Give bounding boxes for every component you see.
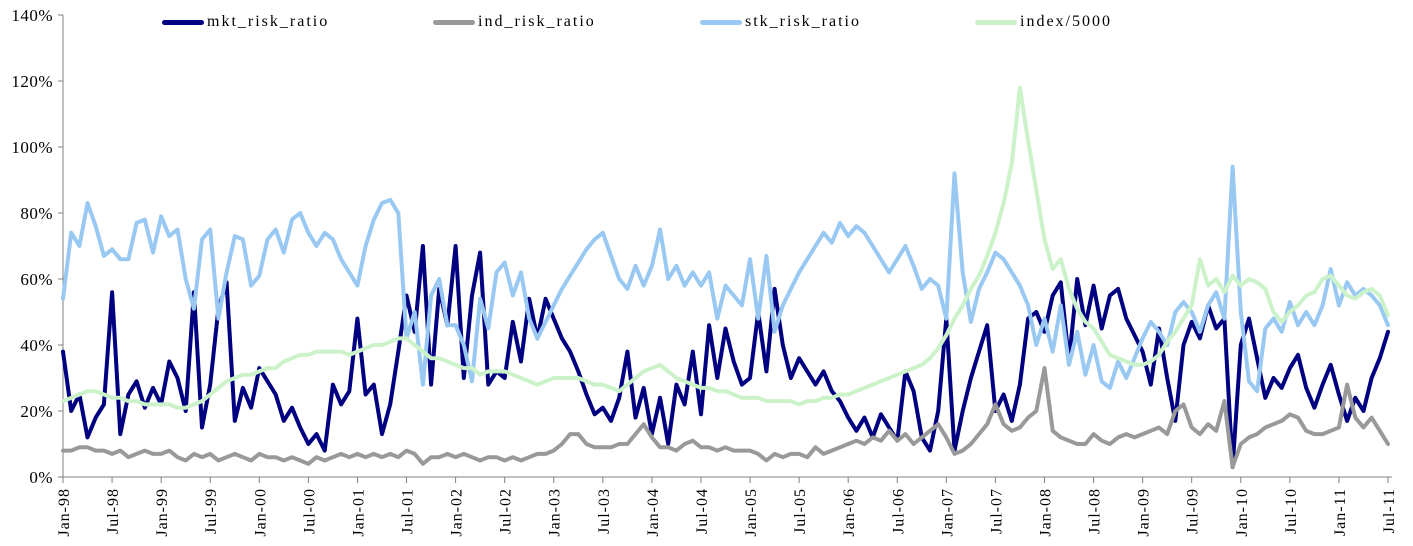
legend-swatch-mkt-risk-ratio (162, 19, 204, 25)
x-tick-label: Jul-10 (1283, 488, 1300, 534)
x-tick-label: Jul-00 (301, 488, 318, 534)
x-tick-label: Jul-04 (694, 488, 711, 534)
legend-label: mkt_risk_ratio (207, 13, 330, 30)
legend-swatch-index-5000 (975, 19, 1017, 25)
x-tick-label: Jul-09 (1185, 488, 1202, 534)
x-tick-label: Jul-01 (400, 488, 417, 534)
legend-swatch-ind-risk-ratio (433, 19, 475, 25)
x-tick-label: Jul-07 (988, 488, 1005, 534)
x-tick-label: Jan-06 (841, 488, 858, 537)
legend-swatch-stk-risk-ratio (700, 19, 742, 25)
x-tick-label: Jan-03 (547, 488, 564, 537)
chart-legend: mkt_risk_ratio ind_risk_ratio stk_risk_r… (0, 13, 1413, 37)
x-tick-label: Jan-99 (154, 488, 171, 537)
x-tick-label: Jan-02 (449, 488, 466, 537)
x-tick-label: Jan-04 (645, 488, 662, 537)
x-tick-label: Jul-99 (203, 488, 220, 534)
series-line-index-5000 (61, 85, 1390, 410)
y-tick-label: 40% (20, 336, 53, 355)
y-tick-label: 0% (29, 468, 53, 487)
legend-item-ind-risk-ratio: ind_risk_ratio (433, 13, 596, 31)
x-tick-label: Jul-98 (105, 488, 122, 534)
y-tick-label: 20% (20, 402, 53, 421)
x-tick-label: Jan-09 (1136, 488, 1153, 537)
series-line-stk-risk-ratio (61, 164, 1390, 394)
y-tick-label: 80% (20, 204, 53, 223)
y-tick-label: 120% (11, 72, 53, 91)
x-tick-label: Jan-11 (1332, 488, 1349, 536)
x-tick-label: Jan-98 (56, 488, 73, 537)
x-tick-label: Jul-05 (792, 488, 809, 534)
legend-item-mkt-risk-ratio: mkt_risk_ratio (162, 13, 329, 31)
x-tick-label: Jul-11 (1381, 488, 1398, 533)
x-tick-label: Jan-00 (252, 488, 269, 537)
x-tick-label: Jul-06 (890, 488, 907, 534)
series-line-ind-risk-ratio (61, 366, 1390, 470)
legend-item-stk-risk-ratio: stk_risk_ratio (700, 13, 861, 31)
y-tick-label: 140% (11, 6, 53, 25)
legend-label: ind_risk_ratio (478, 13, 596, 30)
x-tick-label: Jul-02 (498, 488, 515, 534)
legend-label: index/5000 (1020, 13, 1112, 30)
x-tick-label: Jan-01 (350, 488, 367, 537)
x-tick-label: Jan-10 (1234, 488, 1251, 537)
y-tick-label: 100% (11, 138, 53, 157)
series-line-mkt-risk-ratio (61, 244, 1390, 470)
x-tick-label: Jan-07 (939, 488, 956, 537)
legend-item-index-5000: index/5000 (975, 13, 1112, 31)
x-tick-label: Jan-05 (743, 488, 760, 537)
x-tick-label: Jan-08 (1037, 488, 1054, 537)
legend-label: stk_risk_ratio (745, 13, 861, 30)
x-tick-label: Jul-03 (596, 488, 613, 534)
x-tick-label: Jul-08 (1087, 488, 1104, 534)
y-tick-label: 60% (20, 270, 53, 289)
